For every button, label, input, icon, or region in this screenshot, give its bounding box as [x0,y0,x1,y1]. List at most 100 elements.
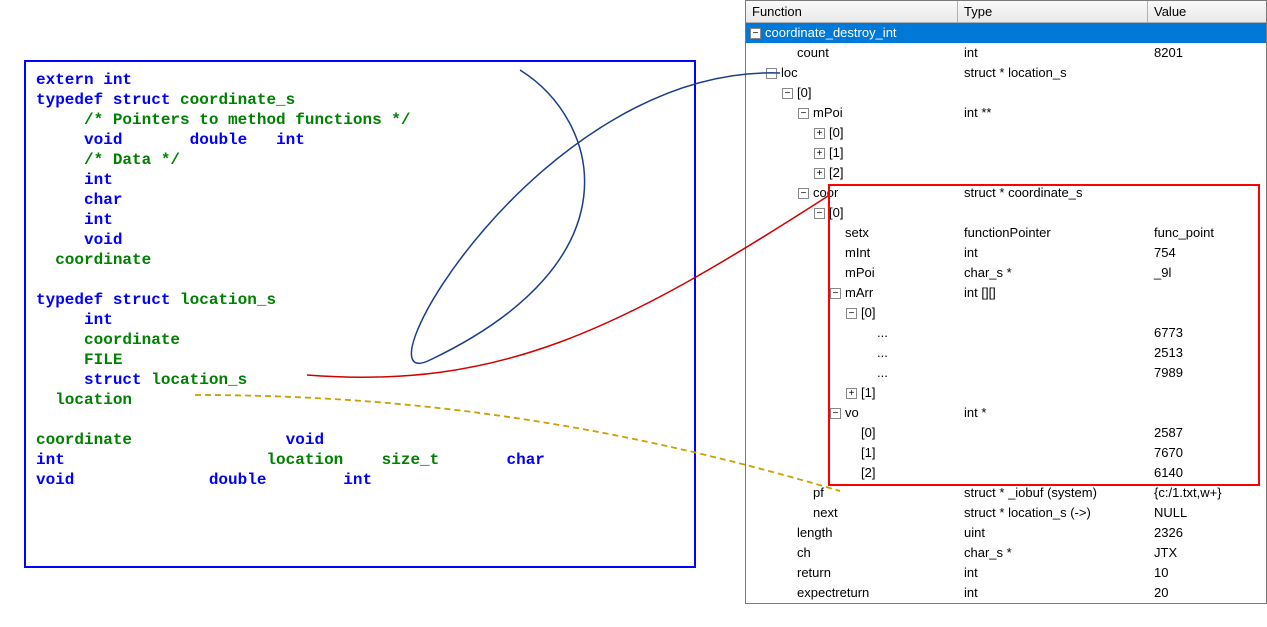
tree-label[interactable]: [0] [797,83,811,103]
tree-value: 7989 [1148,363,1266,383]
tree-type [958,463,1148,483]
tree-row[interactable]: −locstruct * location_s [746,63,1266,83]
tree-label[interactable]: [1] [829,143,843,163]
tree-label[interactable]: count [797,43,829,63]
tree-value: NULL [1148,503,1266,523]
tree-label[interactable]: coordinate_destroy_int [765,23,897,43]
tree-label[interactable]: next [813,503,838,523]
expand-icon[interactable]: + [814,168,825,179]
tree-value [1148,183,1266,203]
expand-icon[interactable]: − [814,208,825,219]
tree-label[interactable]: [0] [829,123,843,143]
tree-value [1148,103,1266,123]
tree-type [958,83,1148,103]
tree-label[interactable]: mInt [845,243,870,263]
tree-row[interactable]: −coordinate_destroy_int [746,23,1266,43]
expand-icon[interactable]: − [798,188,809,199]
tree-type [958,163,1148,183]
tree-value: 7670 [1148,443,1266,463]
tree-label[interactable]: [1] [861,443,875,463]
tree-row[interactable]: −voint * [746,403,1266,423]
tree-row[interactable]: returnint10 [746,563,1266,583]
tree-row[interactable]: + [1] [746,143,1266,163]
tree-value [1148,163,1266,183]
expand-icon[interactable]: + [846,388,857,399]
expand-icon[interactable]: − [798,108,809,119]
tree-label[interactable]: return [797,563,831,583]
tree-label[interactable]: [2] [829,163,843,183]
tree-row[interactable]: ... 7989 [746,363,1266,383]
tree-row[interactable]: + [0] [746,123,1266,143]
tree-label[interactable]: ... [877,323,888,343]
tree-type [958,203,1148,223]
tree-row[interactable]: −mArr int [][] [746,283,1266,303]
tree-row[interactable]: −[0] [746,203,1266,223]
tree-value [1148,83,1266,103]
tree-row[interactable]: + [2] [746,163,1266,183]
tree-row[interactable]: ...6773 [746,323,1266,343]
expand-icon[interactable]: + [814,128,825,139]
tree-row[interactable]: [0] 2587 [746,423,1266,443]
tree-row[interactable]: [1] 7670 [746,443,1266,463]
tree-type [958,423,1148,443]
tree-label[interactable]: vo [845,403,859,423]
tree-label[interactable]: setx [845,223,869,243]
expand-icon[interactable]: − [830,288,841,299]
tree-label[interactable]: ch [797,543,811,563]
tree-row[interactable]: countint8201 [746,43,1266,63]
tree-row[interactable]: mPoichar_s *_9l [746,263,1266,283]
tree-row[interactable]: −[0] [746,303,1266,323]
tree-row[interactable]: chchar_s *JTX [746,543,1266,563]
tree-label[interactable]: pf [813,483,824,503]
expand-icon[interactable]: − [830,408,841,419]
expand-icon[interactable]: − [750,28,761,39]
expand-icon[interactable]: − [782,88,793,99]
tree-type: int [][] [958,283,1148,303]
tree-value: 6140 [1148,463,1266,483]
tree-value: 754 [1148,243,1266,263]
tree-row[interactable]: lengthuint2326 [746,523,1266,543]
tree-label[interactable]: [0] [829,203,843,223]
tree-label[interactable]: [0] [861,303,875,323]
tree-label[interactable]: length [797,523,832,543]
expand-icon[interactable]: − [846,308,857,319]
tree-type [958,343,1148,363]
tree-label[interactable]: loc [781,63,798,83]
tree-label[interactable]: expectreturn [797,583,869,603]
tree-label[interactable]: mPoi [813,103,843,123]
code-panel: extern int typedef struct coordinate_s /… [24,60,696,568]
tree-row[interactable]: expectreturnint20 [746,583,1266,603]
tree-label[interactable]: ... [877,343,888,363]
tree-label[interactable]: ... [877,363,888,383]
col-header-function[interactable]: Function [746,1,958,22]
tree-row[interactable]: mIntint754 [746,243,1266,263]
tree-header: Function Type Value [746,1,1266,23]
col-header-type[interactable]: Type [958,1,1148,22]
tree-value: 2587 [1148,423,1266,443]
tree-label[interactable]: [1] [861,383,875,403]
tree-row[interactable]: ...2513 [746,343,1266,363]
tree-value [1148,403,1266,423]
tree-row[interactable]: setxfunctionPointerfunc_point [746,223,1266,243]
tree-row[interactable]: nextstruct * location_s (->)NULL [746,503,1266,523]
tree-label[interactable]: [2] [861,463,875,483]
expand-icon[interactable]: + [814,148,825,159]
tree-label[interactable]: [0] [861,423,875,443]
tree-type: struct * _iobuf (system) [958,483,1148,503]
tree-label[interactable]: coor [813,183,838,203]
tree-row[interactable]: pfstruct * _iobuf (system){c:/1.txt,w+} [746,483,1266,503]
tree-row[interactable]: [2] 6140 [746,463,1266,483]
tree-row[interactable]: −[0] [746,83,1266,103]
tree-value [1148,63,1266,83]
tree-label[interactable]: mArr [845,283,873,303]
col-header-value[interactable]: Value [1148,1,1266,22]
tree-row[interactable]: −coorstruct * coordinate_s [746,183,1266,203]
tree-value [1148,123,1266,143]
tree-label[interactable]: mPoi [845,263,875,283]
tree-type [958,143,1148,163]
tree-value: 20 [1148,583,1266,603]
tree-row[interactable]: −mPoiint ** [746,103,1266,123]
tree-value: JTX [1148,543,1266,563]
expand-icon[interactable]: − [766,68,777,79]
tree-row[interactable]: + [1] [746,383,1266,403]
